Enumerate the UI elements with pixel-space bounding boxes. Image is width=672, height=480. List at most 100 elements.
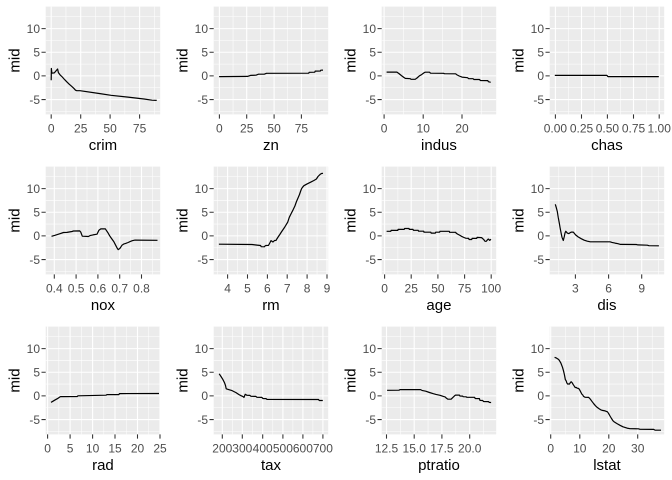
svg-text:mid: mid [7,368,24,392]
svg-text:0: 0 [547,441,554,455]
svg-text:10: 10 [363,342,377,356]
svg-text:75: 75 [458,281,472,295]
svg-text:-5: -5 [197,253,208,267]
svg-text:5: 5 [33,46,40,60]
svg-text:0.8: 0.8 [133,281,150,295]
svg-text:50: 50 [103,121,117,135]
svg-text:0.5: 0.5 [68,281,85,295]
svg-text:5: 5 [244,281,251,295]
svg-text:12.5: 12.5 [375,441,399,455]
svg-text:0: 0 [537,229,544,243]
svg-text:10: 10 [27,22,41,36]
svg-text:-5: -5 [29,93,40,107]
svg-text:tax: tax [261,457,282,474]
svg-text:mid: mid [7,48,24,72]
svg-text:25: 25 [405,281,419,295]
svg-text:5: 5 [67,441,74,455]
svg-text:0: 0 [48,121,55,135]
svg-text:0: 0 [381,281,388,295]
svg-text:50: 50 [431,281,445,295]
svg-text:25: 25 [74,121,88,135]
svg-text:-5: -5 [29,413,40,427]
svg-text:10: 10 [195,22,209,36]
svg-text:5: 5 [369,46,376,60]
svg-text:20.0: 20.0 [458,441,482,455]
svg-text:mid: mid [343,48,360,72]
svg-text:mid: mid [175,208,192,232]
svg-text:5: 5 [369,206,376,220]
svg-text:3: 3 [572,281,579,295]
svg-text:mid: mid [511,48,528,72]
svg-text:1.00: 1.00 [648,121,672,135]
svg-text:30: 30 [631,441,645,455]
svg-text:rad: rad [92,457,114,474]
svg-text:0.00: 0.00 [544,121,568,135]
svg-text:10: 10 [27,342,41,356]
svg-text:-5: -5 [365,253,376,267]
svg-text:5: 5 [201,206,208,220]
svg-text:0.7: 0.7 [111,281,128,295]
svg-text:0: 0 [201,229,208,243]
svg-text:100: 100 [481,281,501,295]
svg-text:10: 10 [27,182,41,196]
svg-text:15: 15 [108,441,122,455]
svg-text:0: 0 [201,69,208,83]
svg-text:mid: mid [7,208,24,232]
svg-text:8: 8 [304,281,311,295]
svg-text:0: 0 [537,389,544,403]
svg-text:mid: mid [343,368,360,392]
svg-text:0: 0 [381,121,388,135]
svg-text:300: 300 [232,441,252,455]
svg-text:4: 4 [224,281,231,295]
svg-text:6: 6 [264,281,271,295]
svg-text:-5: -5 [533,253,544,267]
svg-text:5: 5 [537,206,544,220]
svg-text:75: 75 [295,121,309,135]
svg-text:ptratio: ptratio [418,457,460,474]
svg-text:0: 0 [33,69,40,83]
svg-text:lstat: lstat [593,457,621,474]
svg-text:-5: -5 [533,93,544,107]
svg-text:10: 10 [86,441,100,455]
svg-text:0: 0 [33,389,40,403]
svg-text:50: 50 [267,121,281,135]
svg-text:0.4: 0.4 [46,281,63,295]
svg-text:0.50: 0.50 [596,121,620,135]
svg-text:0: 0 [369,69,376,83]
svg-text:25: 25 [153,441,167,455]
svg-text:9: 9 [324,281,331,295]
svg-text:10: 10 [573,441,587,455]
svg-text:200: 200 [212,441,232,455]
svg-text:mid: mid [175,368,192,392]
svg-text:5: 5 [369,366,376,380]
svg-text:zn: zn [263,137,279,154]
svg-text:9: 9 [638,281,645,295]
svg-text:5: 5 [201,46,208,60]
svg-text:10: 10 [363,182,377,196]
svg-text:5: 5 [33,366,40,380]
svg-text:0: 0 [369,229,376,243]
svg-text:7: 7 [284,281,291,295]
svg-text:0: 0 [216,121,223,135]
svg-text:crim: crim [89,137,117,154]
svg-text:0.25: 0.25 [570,121,594,135]
svg-text:0.75: 0.75 [622,121,646,135]
svg-text:20: 20 [602,441,616,455]
svg-text:20: 20 [131,441,145,455]
svg-text:400: 400 [253,441,273,455]
svg-text:10: 10 [531,22,545,36]
svg-text:10: 10 [195,182,209,196]
svg-text:10: 10 [531,342,545,356]
svg-text:25: 25 [240,121,254,135]
svg-text:chas: chas [591,137,623,154]
svg-text:0: 0 [201,389,208,403]
svg-text:-5: -5 [365,413,376,427]
svg-text:5: 5 [537,46,544,60]
svg-text:0: 0 [33,229,40,243]
svg-text:0.6: 0.6 [90,281,107,295]
svg-text:rm: rm [262,297,280,314]
svg-text:15.0: 15.0 [403,441,427,455]
svg-text:nox: nox [91,297,116,314]
svg-text:-5: -5 [533,413,544,427]
svg-text:mid: mid [343,208,360,232]
